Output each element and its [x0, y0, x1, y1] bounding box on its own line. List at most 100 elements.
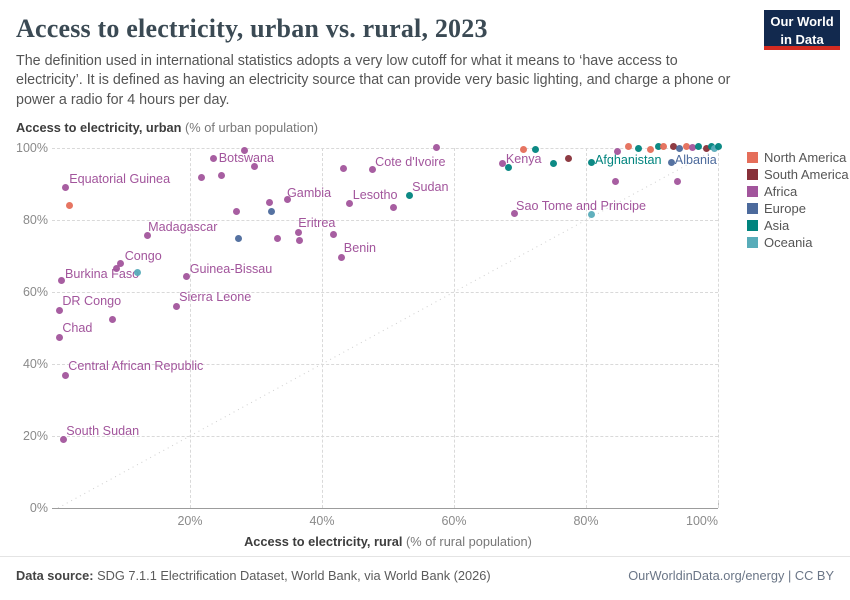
- point-equatorial-guinea[interactable]: [61, 184, 69, 192]
- point-botswana[interactable]: [210, 155, 218, 163]
- data-point[interactable]: [694, 143, 702, 151]
- data-point[interactable]: [565, 154, 573, 162]
- data-point[interactable]: [634, 144, 642, 152]
- point-guinea-bissau[interactable]: [183, 273, 191, 281]
- data-point[interactable]: [232, 207, 240, 215]
- data-point[interactable]: [614, 148, 622, 156]
- data-point[interactable]: [267, 207, 275, 215]
- country-label-eritrea[interactable]: Eritrea: [298, 215, 336, 230]
- owid-logo-line1: Our World: [770, 14, 834, 29]
- data-point[interactable]: [683, 142, 691, 150]
- data-point[interactable]: [218, 171, 226, 179]
- country-label-chad[interactable]: Chad: [62, 321, 93, 335]
- data-point[interactable]: [250, 162, 258, 170]
- data-point[interactable]: [714, 143, 722, 151]
- country-label-gambia[interactable]: Gambia: [287, 185, 332, 200]
- data-point[interactable]: [65, 202, 73, 210]
- legend-item-europe[interactable]: Europe: [747, 200, 849, 217]
- point-kenya[interactable]: [499, 159, 507, 167]
- country-label-south-sudan[interactable]: South Sudan: [66, 423, 140, 438]
- point-dr-congo[interactable]: [55, 306, 63, 314]
- data-point[interactable]: [588, 211, 596, 219]
- data-point[interactable]: [646, 145, 654, 153]
- legend-item-asia[interactable]: Asia: [747, 217, 849, 234]
- point-gambia[interactable]: [283, 196, 291, 204]
- point-sao-tome-and-principe[interactable]: [510, 210, 518, 218]
- data-point[interactable]: [702, 144, 710, 152]
- data-point[interactable]: [531, 145, 539, 153]
- point-congo[interactable]: [117, 260, 125, 268]
- x-gridline-80: [586, 148, 587, 508]
- data-point[interactable]: [113, 265, 121, 273]
- data-point[interactable]: [240, 146, 248, 154]
- point-eritrea[interactable]: [294, 229, 302, 237]
- country-label-sierra-leone[interactable]: Sierra Leone: [179, 290, 252, 305]
- country-label-afghanistan[interactable]: Afghanistan: [594, 153, 662, 168]
- point-sierra-leone[interactable]: [172, 302, 180, 310]
- data-point[interactable]: [669, 142, 677, 150]
- data-point[interactable]: [134, 269, 142, 277]
- point-central-african-republic[interactable]: [61, 371, 69, 379]
- legend-item-north-america[interactable]: North America: [747, 149, 849, 166]
- point-burkina-faso[interactable]: [58, 277, 66, 285]
- owid-cc-link[interactable]: OurWorldinData.org/energy | CC BY: [628, 568, 834, 583]
- point-afghanistan[interactable]: [588, 158, 596, 166]
- data-point[interactable]: [520, 145, 528, 153]
- country-label-burkina-faso[interactable]: Burkina Faso: [64, 266, 140, 281]
- point-benin[interactable]: [338, 253, 346, 261]
- legend-item-south-america[interactable]: South America: [747, 166, 849, 183]
- data-point[interactable]: [433, 143, 441, 151]
- country-label-albania[interactable]: Albania: [674, 153, 717, 168]
- data-source-text: SDG 7.1.1 Electrification Dataset, World…: [93, 568, 491, 583]
- country-label-botswana[interactable]: Botswana: [218, 150, 275, 165]
- data-point[interactable]: [235, 234, 243, 242]
- data-point[interactable]: [265, 198, 273, 206]
- country-label-central-african-republic[interactable]: Central African Republic: [68, 359, 204, 374]
- data-point[interactable]: [611, 177, 619, 185]
- point-cote-d-ivoire[interactable]: [368, 166, 376, 174]
- data-point[interactable]: [329, 230, 337, 238]
- data-point[interactable]: [549, 159, 557, 167]
- data-point[interactable]: [673, 177, 681, 185]
- data-point[interactable]: [655, 143, 663, 151]
- data-point[interactable]: [624, 142, 632, 150]
- point-albania[interactable]: [668, 158, 676, 166]
- country-label-sao-tome-and-principe[interactable]: Sao Tome and Principe: [516, 198, 647, 213]
- country-label-congo[interactable]: Congo: [124, 248, 162, 263]
- point-lesotho[interactable]: [346, 199, 354, 207]
- data-point[interactable]: [689, 143, 697, 151]
- legend-label-south-america: South America: [764, 167, 849, 182]
- point-chad[interactable]: [55, 333, 63, 341]
- country-label-sudan[interactable]: Sudan: [412, 180, 449, 195]
- data-point[interactable]: [505, 163, 513, 171]
- country-label-lesotho[interactable]: Lesotho: [352, 188, 398, 203]
- data-point[interactable]: [109, 315, 117, 323]
- data-point[interactable]: [390, 203, 398, 211]
- point-sudan[interactable]: [405, 191, 413, 199]
- data-point[interactable]: [676, 144, 684, 152]
- country-label-guinea-bissau[interactable]: Guinea-Bissau: [189, 261, 273, 276]
- point-madagascar[interactable]: [143, 232, 151, 240]
- point-south-sudan[interactable]: [59, 436, 67, 444]
- owid-logo[interactable]: Our World in Data: [764, 10, 840, 50]
- data-point[interactable]: [711, 145, 719, 153]
- data-point[interactable]: [339, 164, 347, 172]
- country-label-equatorial-guinea[interactable]: Equatorial Guinea: [69, 171, 171, 186]
- country-label-madagascar[interactable]: Madagascar: [148, 219, 218, 234]
- y-gridline-60: [52, 292, 718, 293]
- legend-item-africa[interactable]: Africa: [747, 183, 849, 200]
- data-point[interactable]: [660, 142, 668, 150]
- x-tick-label-80: 80%: [573, 514, 599, 528]
- country-label-cote-d-ivoire[interactable]: Cote d'Ivoire: [375, 154, 446, 169]
- country-label-dr-congo[interactable]: DR Congo: [62, 294, 122, 308]
- country-label-benin[interactable]: Benin: [343, 241, 377, 256]
- data-point[interactable]: [198, 174, 206, 182]
- data-point[interactable]: [296, 237, 304, 245]
- y-tick-label-100: 100%: [16, 141, 48, 155]
- legend-item-oceania[interactable]: Oceania: [747, 234, 849, 251]
- country-label-kenya[interactable]: Kenya: [505, 152, 542, 167]
- legend-swatch-europe: [747, 203, 758, 214]
- data-point[interactable]: [274, 234, 282, 242]
- legend-swatch-africa: [747, 186, 758, 197]
- y-gridline-20: [52, 436, 718, 437]
